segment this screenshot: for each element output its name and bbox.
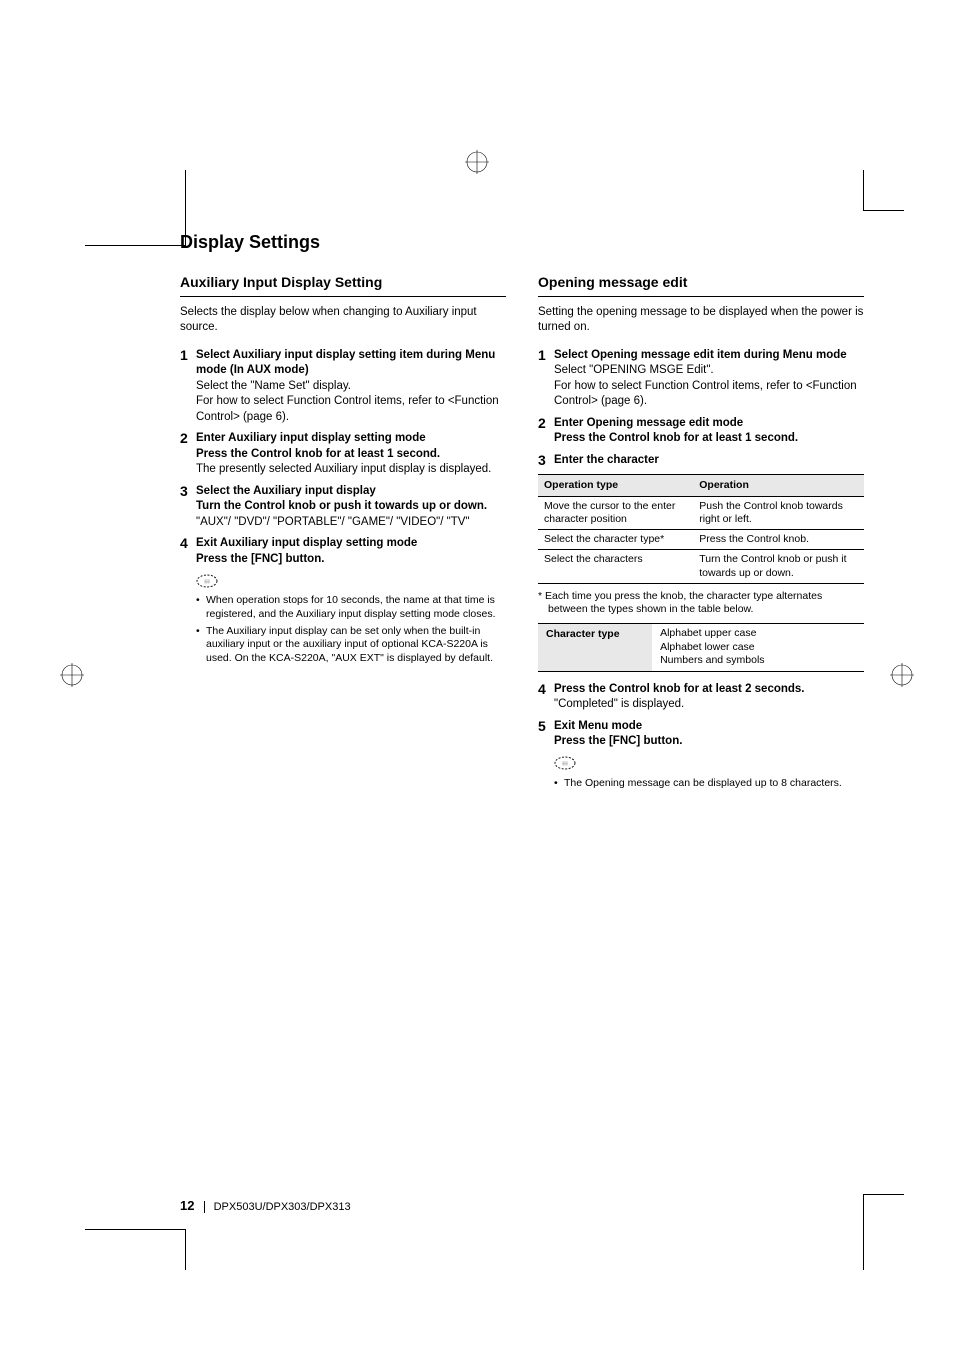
footer-sep [204,1201,205,1213]
right-step-3: 3 Enter the character [538,453,864,469]
step-num: 3 [180,484,196,531]
note-item: The Opening message can be displayed up … [554,777,864,791]
left-column: Auxiliary Input Display Setting Selects … [180,273,506,793]
model-string: DPX503U/DPX303/DPX313 [214,1201,351,1213]
right-step-2: 2 Enter Opening message edit modePress t… [538,416,864,447]
right-heading: Opening message edit [538,273,864,297]
op-td: Select the character type* [538,530,693,550]
step-plain: The presently selected Auxiliary input d… [196,463,491,475]
step-num: 2 [180,431,196,478]
step-num: 4 [538,682,554,713]
footer: 12 DPX503U/DPX303/DPX313 [180,1197,351,1215]
step-bold: Select the Auxiliary input displayTurn t… [196,485,487,513]
step-plain: "Completed" is displayed. [554,698,684,710]
step-num: 1 [538,348,554,410]
right-step-1: 1 Select Opening message edit item durin… [538,348,864,410]
op-th: Operation [693,475,864,497]
note-item: The Auxiliary input display can be set o… [196,625,506,666]
char-th: Character type [538,624,652,672]
page-title: Display Settings [180,230,864,255]
left-intro: Selects the display below when changing … [180,305,506,336]
operation-table: Operation type Operation Move the cursor… [538,474,864,583]
op-td: Push the Control knob towards right or l… [693,497,864,530]
step-plain: "AUX"/ "DVD"/ "PORTABLE"/ "GAME"/ "VIDEO… [196,516,470,528]
step-bold: Exit Menu modePress the [FNC] button. [554,720,682,748]
step-bold: Select Auxiliary input display setting i… [196,349,495,377]
left-step-4: 4 Exit Auxiliary input display setting m… [180,536,506,567]
right-step-5: 5 Exit Menu modePress the [FNC] button. [538,719,864,750]
svg-text:⁝⁝⁝: ⁝⁝⁝ [204,579,210,585]
step-bold: Select Opening message edit item during … [554,349,847,361]
svg-text:⁝⁝⁝: ⁝⁝⁝ [562,762,568,768]
left-step-3: 3 Select the Auxiliary input displayTurn… [180,484,506,531]
right-step-4: 4 Press the Control knob for at least 2 … [538,682,864,713]
step-bold: Enter the character [554,454,659,466]
left-step-1: 1 Select Auxiliary input display setting… [180,348,506,426]
step-plain: Select the "Name Set" display.For how to… [196,380,499,423]
star-note: * Each time you press the knob, the char… [538,590,864,617]
note-icon: ⁝⁝⁝ [554,756,864,775]
step-num: 5 [538,719,554,750]
op-td: Select the characters [538,550,693,583]
page-number: 12 [180,1198,194,1213]
left-step-2: 2 Enter Auxiliary input display setting … [180,431,506,478]
right-intro: Setting the opening message to be displa… [538,305,864,336]
step-plain: Select "OPENING MSGE Edit".For how to se… [554,364,857,407]
op-td: Move the cursor to the enter character p… [538,497,693,530]
step-bold: Enter Opening message edit modePress the… [554,417,798,445]
note-item: When operation stops for 10 seconds, the… [196,594,506,621]
step-bold: Exit Auxiliary input display setting mod… [196,537,417,565]
note-icon: ⁝⁝⁝ [196,574,506,593]
step-num: 3 [538,453,554,469]
op-td: Turn the Control knob or push it towards… [693,550,864,583]
step-bold: Enter Auxiliary input display setting mo… [196,432,440,460]
op-th: Operation type [538,475,693,497]
left-heading: Auxiliary Input Display Setting [180,273,506,297]
step-num: 2 [538,416,554,447]
step-bold: Press the Control knob for at least 2 se… [554,683,805,695]
step-num: 1 [180,348,196,426]
step-num: 4 [180,536,196,567]
left-notes: When operation stops for 10 seconds, the… [196,594,506,665]
op-td: Press the Control knob. [693,530,864,550]
right-column: Opening message edit Setting the opening… [538,273,864,793]
char-td: Alphabet upper caseAlphabet lower caseNu… [652,624,864,672]
character-type-table: Character type Alphabet upper caseAlphab… [538,623,864,672]
right-notes: The Opening message can be displayed up … [554,777,864,791]
